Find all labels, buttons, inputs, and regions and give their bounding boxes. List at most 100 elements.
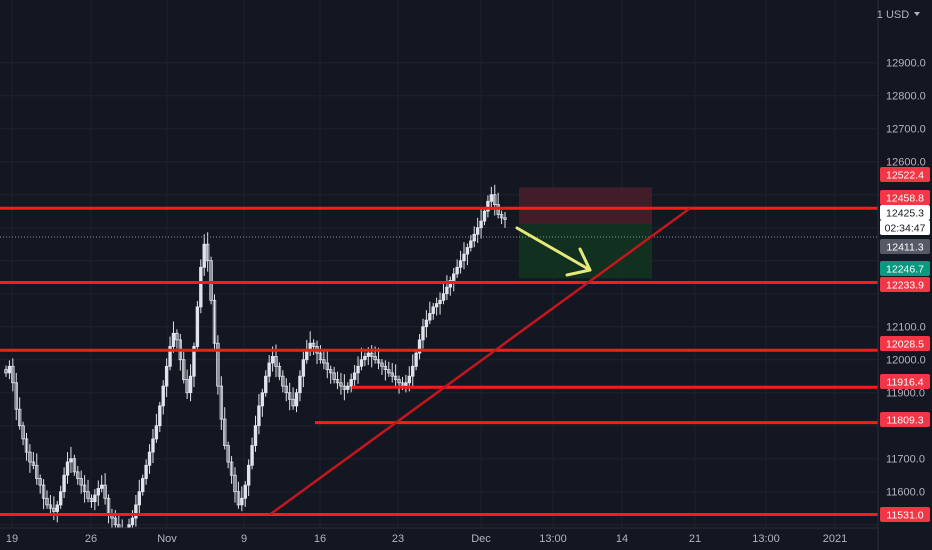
candle-body	[298, 375, 302, 394]
price-tag-box	[880, 220, 930, 235]
horizontal-levels[interactable]	[0, 206, 878, 516]
candle-body	[294, 392, 299, 407]
price-tags: 12522.4 12458.8 12425.3 02:34:47 12411.3 1224…	[880, 167, 930, 522]
candle-body	[24, 438, 29, 453]
candle-body	[301, 359, 306, 377]
candle-body	[342, 385, 347, 390]
time-axis[interactable]: 19 26 Nov 9 16 23 Dec 13:00 14 21 13:00 2021	[0, 527, 878, 550]
candle-body	[499, 214, 504, 219]
candle-body	[349, 379, 353, 387]
price-tag-label: 11916.4	[886, 377, 923, 389]
x-tick-label: 13:00	[539, 533, 567, 545]
candle-body	[370, 352, 374, 357]
candle-body	[233, 474, 237, 493]
price-tag-label: 11531.0	[886, 510, 923, 522]
candle-body	[185, 379, 189, 394]
candle-body	[195, 306, 200, 347]
candle-body	[267, 362, 271, 377]
candle-body	[28, 451, 32, 463]
candle-body	[134, 504, 138, 519]
y-tick-label: 12900.0	[886, 58, 926, 70]
arrow-head[interactable]	[565, 247, 592, 277]
candle-body	[434, 303, 439, 308]
candle-body	[431, 306, 435, 314]
candlestick-series	[4, 184, 507, 546]
candle-body	[356, 365, 360, 374]
candle-body	[469, 240, 473, 248]
arrow-annotation[interactable]	[515, 226, 592, 277]
candle-body	[328, 369, 333, 374]
price-tag-box	[880, 374, 930, 389]
candle-body	[96, 487, 100, 496]
candle-body	[277, 365, 282, 377]
candle-body	[38, 478, 42, 486]
candle-body	[270, 355, 275, 364]
candle-body	[205, 243, 210, 262]
candle-body	[151, 438, 155, 453]
candle-body	[82, 484, 87, 493]
candle-body	[202, 243, 206, 268]
price-tag-label: 11809.3	[886, 415, 923, 427]
candle-body	[325, 362, 329, 370]
candle-body	[216, 342, 220, 387]
arrow-shaft[interactable]	[515, 226, 592, 272]
x-tick-label: 9	[241, 533, 247, 545]
x-tick-label: 14	[616, 533, 628, 545]
candle-body	[366, 352, 370, 357]
time-axis-background	[0, 528, 878, 550]
candle-body	[236, 491, 241, 506]
candle-body	[76, 471, 80, 479]
price-tag-label: 12028.5	[886, 339, 924, 351]
price-tag-box	[880, 167, 930, 182]
candle-body	[188, 375, 193, 394]
candle-body	[475, 227, 480, 235]
price-tag-box	[880, 190, 930, 205]
price-tag-box	[880, 239, 930, 254]
x-tick-label: 26	[85, 533, 97, 545]
candle-body	[472, 233, 476, 242]
candle-body	[31, 461, 36, 466]
y-tick-label: 12000.0	[886, 355, 926, 367]
candle-body	[89, 497, 94, 502]
candle-body	[479, 220, 483, 229]
trendline-group[interactable]	[269, 207, 691, 516]
x-tick-label: Nov	[157, 533, 177, 545]
y-tick-label: 12800.0	[886, 91, 926, 103]
currency-selector[interactable]: 1 USD	[877, 9, 920, 21]
price-tag-label: 12425.3	[886, 208, 924, 220]
candle-body	[55, 504, 59, 512]
candle-body	[260, 392, 265, 407]
currency-selector-icon[interactable]	[914, 12, 920, 16]
candle-body	[387, 369, 391, 374]
candle-body	[171, 332, 176, 347]
candle-body	[212, 299, 217, 344]
ascending-trendline[interactable]	[269, 207, 691, 516]
currency-label[interactable]: 1 USD	[877, 9, 909, 21]
candle-body	[373, 355, 377, 361]
y-tick-label: 11900.0	[886, 388, 925, 400]
candle-body	[86, 491, 90, 499]
candle-body	[93, 494, 97, 502]
candle-body	[404, 382, 408, 387]
candle-body	[287, 392, 292, 400]
candle-body	[311, 342, 316, 347]
price-tag-label: 02:34:47	[885, 223, 926, 235]
candle-body	[291, 398, 295, 407]
candle-body	[246, 464, 251, 486]
candle-body	[318, 352, 323, 361]
candle-body	[147, 451, 152, 466]
price-tag-label: 12246.7	[886, 264, 924, 276]
candle-body	[192, 346, 196, 377]
candle-body	[257, 405, 261, 427]
candle-body	[137, 491, 141, 506]
price-tag-box	[880, 205, 930, 220]
candle-body	[41, 484, 46, 499]
candle-body	[219, 385, 224, 420]
candle-body	[4, 369, 8, 374]
candle-body	[376, 359, 381, 364]
candle-body	[45, 497, 49, 506]
candle-body	[414, 352, 418, 367]
candle-body	[250, 445, 254, 466]
